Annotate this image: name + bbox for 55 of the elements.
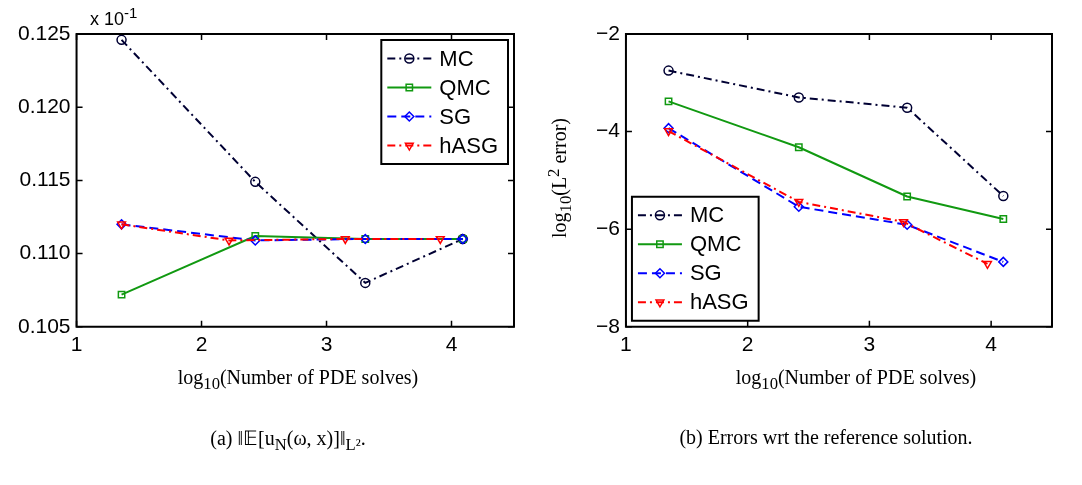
y-tick-label: 0.120 [17,94,71,117]
x-tick-label: 4 [445,332,458,356]
point [903,192,912,201]
point [793,201,805,212]
legend-label: MC [689,202,725,228]
point [998,256,1009,268]
point [664,97,673,106]
y-tick-label: 0.105 [17,313,71,337]
point [117,290,126,299]
y-tick-label: 0.125 [17,20,71,44]
legend-label: MC [439,45,474,71]
point [982,260,993,270]
y-tick-label: −8 [595,313,620,337]
point [901,219,913,231]
x-tick-label: 3 [320,332,333,356]
point [340,235,350,245]
y-tick-label: −6 [595,216,620,239]
y-tick-label: −2 [595,20,620,44]
legend-label: hASG [439,132,499,158]
point [999,215,1008,223]
point [663,122,674,134]
point [901,102,913,113]
legend-label: QMC [439,74,491,100]
point [360,277,371,289]
point [116,34,127,46]
point [224,237,234,246]
point [250,176,261,188]
text: (a) ‖𝔼[u$_{N}$(ω, x)]‖$_{L²}$. [209,426,367,455]
point [794,143,803,152]
x-tick-label: 3 [863,332,876,356]
point [898,218,909,228]
point [793,92,805,103]
legend-label: SG [689,260,722,286]
x-tick-label: 2 [195,332,208,356]
x-tick-label: 1 [70,332,83,356]
text: (b) Errors wrt the reference solution. [678,426,974,449]
point [794,198,804,208]
point [435,235,445,245]
x-tick-label: 2 [741,332,754,356]
x-axis-title: log$_{10}$(Number of PDE solves) [176,366,420,394]
point [250,235,261,246]
legend-label: SG [439,103,472,129]
legend-label: QMC [689,231,742,257]
text: x 10$^{-1}$ [90,4,138,30]
y-tick-label: 0.115 [19,167,71,191]
point [251,232,260,240]
point [998,190,1009,202]
point [663,128,674,137]
y-tick-label: −4 [595,118,621,142]
legend-label: hASG [689,289,749,315]
y-tick-label: 0.110 [19,240,71,264]
x-axis-title: log$_{10}$(Number of PDE solves) [734,366,978,394]
point [663,65,674,76]
x-tick-label: 4 [985,332,998,356]
x-tick-label: 1 [620,332,632,356]
